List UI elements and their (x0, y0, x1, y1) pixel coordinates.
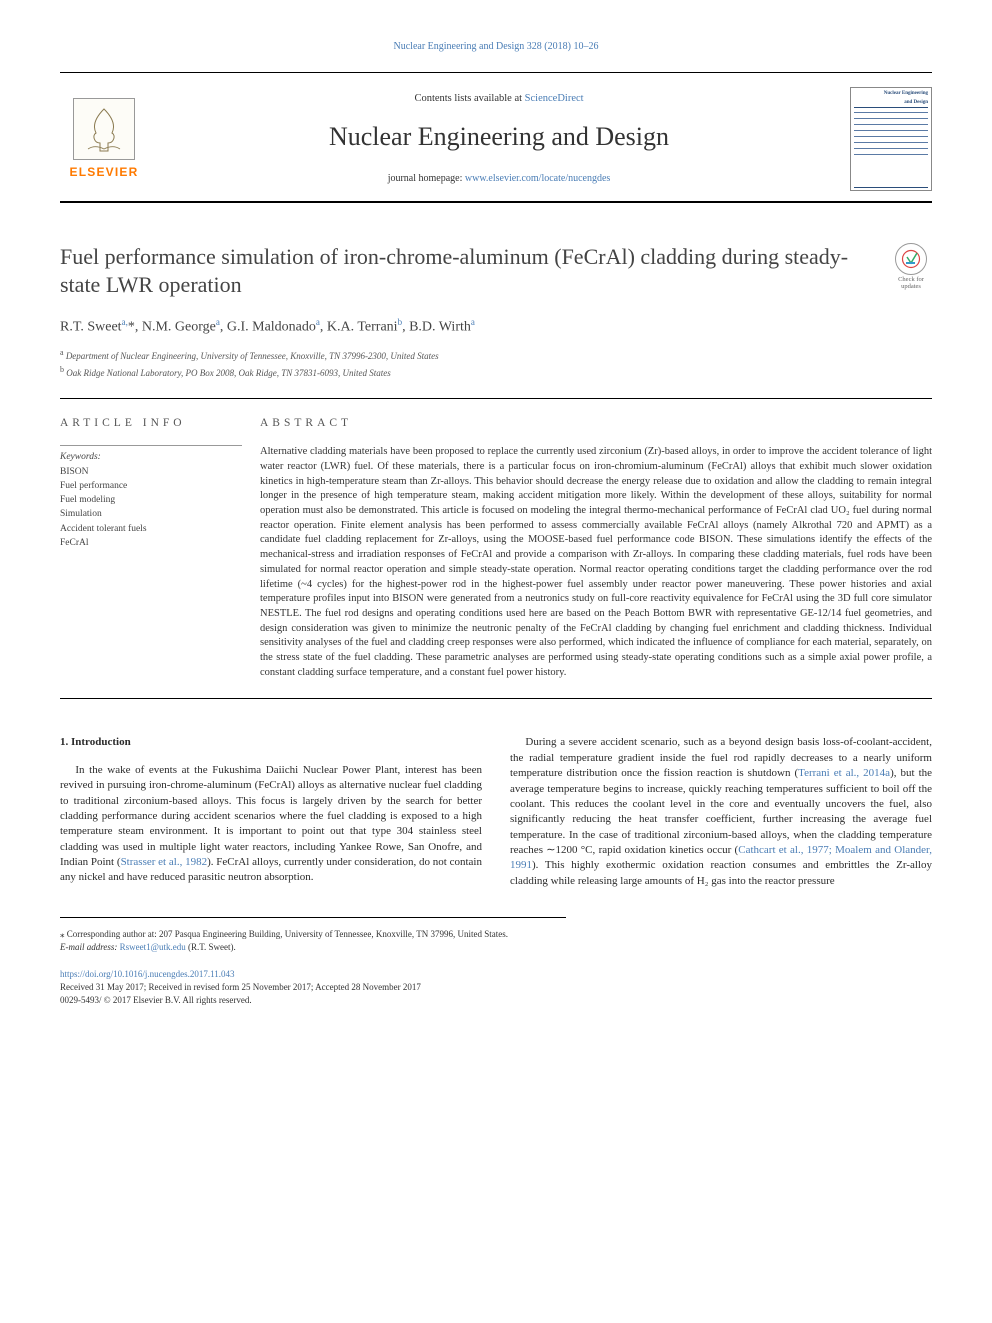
homepage-line: journal homepage: www.elsevier.com/locat… (158, 172, 840, 186)
email-link[interactable]: Rsweet1@utk.edu (120, 942, 186, 952)
homepage-link[interactable]: www.elsevier.com/locate/nucengdes (465, 173, 610, 184)
body-text-columns: 1. Introduction In the wake of events at… (60, 735, 932, 889)
publisher-name: ELSEVIER (70, 164, 139, 181)
intro-heading: 1. Introduction (60, 735, 482, 750)
citation-link[interactable]: Strasser et al., 1982 (121, 856, 208, 868)
journal-header: ELSEVIER Contents lists available at Sci… (60, 72, 932, 203)
abstract-body: Alternative cladding materials have been… (260, 445, 932, 680)
footnotes: ⁎ Corresponding author at: 207 Pasqua En… (60, 917, 566, 954)
abstract-column: ABSTRACT Alternative cladding materials … (260, 415, 932, 680)
intro-paragraph-2: During a severe accident scenario, such … (510, 735, 932, 889)
contents-line: Contents lists available at ScienceDirec… (158, 92, 840, 107)
corresponding-author: ⁎ Corresponding author at: 207 Pasqua En… (60, 928, 566, 941)
article-title: Fuel performance simulation of iron-chro… (60, 243, 882, 298)
header-center: Contents lists available at ScienceDirec… (148, 92, 850, 185)
article-info-heading: ARTICLE INFO (60, 415, 242, 431)
affiliation-b: Oak Ridge National Laboratory, PO Box 20… (66, 368, 390, 378)
intro-paragraph-1: In the wake of events at the Fukushima D… (60, 763, 482, 886)
email-after: (R.T. Sweet). (186, 942, 236, 952)
check-updates-badge[interactable]: Check for updates (890, 243, 932, 290)
email-label: E-mail address: (60, 942, 120, 952)
affiliations: a Department of Nuclear Engineering, Uni… (60, 347, 932, 380)
keywords-label: Keywords: (60, 445, 242, 464)
sciencedirect-link[interactable]: ScienceDirect (525, 93, 584, 104)
publisher-logo-block: ELSEVIER (60, 98, 148, 181)
check-updates-icon (895, 243, 927, 275)
citation-link[interactable]: Terrani et al., 2014a (798, 767, 890, 779)
contents-prefix: Contents lists available at (414, 93, 524, 104)
doi-link[interactable]: https://doi.org/10.1016/j.nucengdes.2017… (60, 968, 932, 981)
issn-copyright: 0029-5493/ © 2017 Elsevier B.V. All righ… (60, 994, 932, 1007)
elsevier-tree-icon (73, 98, 135, 160)
article-info-abstract-row: ARTICLE INFO Keywords: BISONFuel perform… (60, 398, 932, 699)
thumb-title-2: and Design (851, 97, 931, 106)
affiliation-a: Department of Nuclear Engineering, Unive… (66, 351, 439, 361)
homepage-prefix: journal homepage: (388, 173, 465, 184)
check-updates-label: Check for updates (890, 277, 932, 290)
journal-name: Nuclear Engineering and Design (158, 119, 840, 155)
abstract-heading: ABSTRACT (260, 415, 932, 431)
publication-info: https://doi.org/10.1016/j.nucengdes.2017… (60, 968, 932, 1006)
article-info-column: ARTICLE INFO Keywords: BISONFuel perform… (60, 415, 260, 680)
received-dates: Received 31 May 2017; Received in revise… (60, 981, 932, 994)
thumb-title-1: Nuclear Engineering (851, 88, 931, 97)
top-citation: Nuclear Engineering and Design 328 (2018… (60, 40, 932, 54)
keywords-list: BISONFuel performanceFuel modelingSimula… (60, 465, 242, 551)
journal-cover-thumb: Nuclear Engineering and Design (850, 87, 932, 191)
author-list: R.T. Sweeta,*, N.M. Georgea, G.I. Maldon… (60, 316, 932, 337)
